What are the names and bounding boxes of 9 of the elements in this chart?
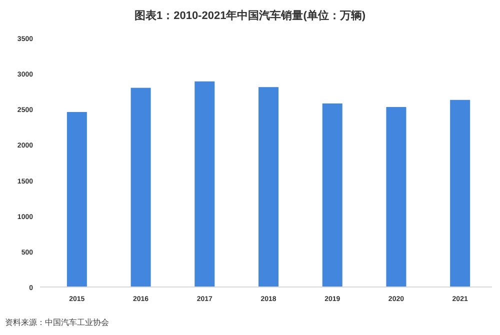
text: 资料来源：中国汽车工业协会 <box>5 318 109 327</box>
chart-title: 图表1：2010-2021年中国汽车销量(单位：万辆) <box>134 9 366 22</box>
bar <box>258 87 278 287</box>
bar <box>450 100 470 287</box>
bar <box>130 88 151 287</box>
bar <box>194 81 215 287</box>
bar <box>66 112 87 287</box>
bar <box>386 107 406 287</box>
bar <box>322 103 342 287</box>
